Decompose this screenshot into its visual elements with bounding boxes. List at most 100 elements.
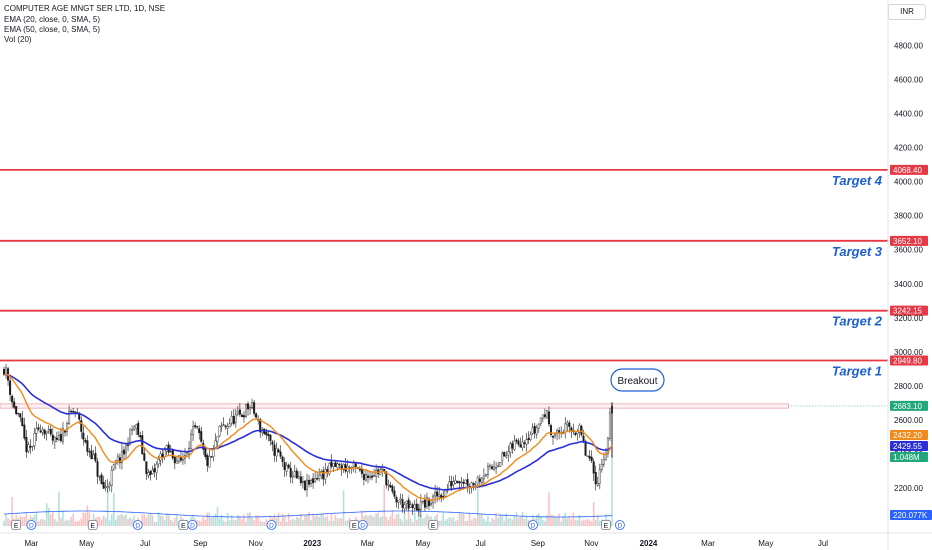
breakout-zone-box[interactable] — [0, 403, 789, 409]
volume-value-label: 1.048M — [893, 453, 920, 462]
volume-bar — [47, 507, 50, 526]
dividend-marker[interactable] — [187, 520, 198, 530]
volume-bar — [458, 512, 461, 526]
dividend-marker[interactable] — [528, 520, 538, 530]
candle-body — [608, 412, 611, 439]
candle-body — [273, 444, 276, 456]
last-price-label: 2683.10 — [893, 402, 922, 411]
dividend-marker[interactable] — [357, 520, 368, 530]
candle-body — [541, 414, 544, 419]
volume-bar — [342, 490, 345, 526]
candle-body — [295, 470, 298, 479]
volume-bar — [495, 512, 497, 526]
candle-body — [499, 462, 502, 467]
volume-bar — [277, 512, 280, 526]
candle-body — [214, 440, 217, 448]
candle-body — [464, 479, 467, 484]
volume-bar — [462, 513, 465, 526]
volume-bar — [440, 520, 442, 526]
candle-body — [259, 418, 262, 433]
candle-body — [116, 455, 119, 462]
volume-bar — [230, 514, 233, 526]
dividend-marker[interactable] — [266, 520, 277, 530]
volume-bar — [513, 516, 516, 526]
volume-bar — [37, 521, 40, 526]
earnings-marker[interactable] — [11, 520, 22, 530]
candle-body — [232, 415, 235, 424]
volume-legend[interactable]: Vol (20) — [4, 35, 32, 44]
candle-body — [529, 434, 532, 440]
candle-body — [143, 453, 146, 461]
candle-body — [98, 476, 101, 478]
dividend-marker-label: D — [618, 523, 623, 530]
breakout-callout[interactable] — [610, 368, 665, 392]
earnings-marker-label: E — [90, 523, 95, 530]
candle-body — [120, 451, 123, 463]
volume-bar — [511, 519, 514, 526]
candle-body — [385, 471, 388, 486]
volume-bar — [74, 521, 76, 526]
volume-bar — [558, 513, 560, 526]
volume-bar — [45, 503, 48, 526]
candle-body — [35, 428, 38, 434]
volume-bar — [257, 515, 259, 526]
earnings-marker[interactable] — [87, 520, 98, 530]
volume-bar — [33, 514, 36, 526]
earnings-marker[interactable] — [601, 520, 611, 530]
ema20-line — [3, 373, 613, 501]
volume-bar — [487, 516, 489, 526]
volume-bar — [413, 512, 416, 526]
volume-bar — [247, 513, 249, 526]
volume-bar — [68, 520, 70, 526]
candle-body — [23, 424, 26, 439]
volume-bar — [281, 513, 284, 526]
candle-body — [49, 428, 52, 435]
candle-body — [495, 466, 498, 469]
volume-bar — [560, 521, 562, 526]
volume-bar — [485, 521, 487, 526]
candle-body — [47, 429, 50, 432]
candle-body — [395, 497, 398, 503]
candle-body — [100, 474, 103, 485]
volume-bar — [371, 515, 373, 526]
ema-lines — [3, 373, 613, 501]
volume-bar — [23, 516, 26, 526]
target-price-tag — [890, 305, 928, 316]
dividend-marker[interactable] — [615, 520, 625, 530]
candle-body — [519, 444, 522, 448]
candle-body — [505, 455, 508, 458]
volume-bar — [125, 514, 127, 526]
dividend-marker[interactable] — [132, 520, 143, 530]
volume-bar — [519, 517, 522, 526]
volume-bar — [369, 514, 371, 526]
candle-body — [482, 475, 485, 480]
ema50-legend[interactable]: EMA (50, close, 0, SMA, 5) — [4, 25, 101, 34]
volume-bar — [596, 516, 599, 526]
ema20-legend[interactable]: EMA (20, close, 0, SMA, 5) — [4, 15, 101, 24]
dividend-marker-label: D — [269, 523, 274, 530]
candle-body — [434, 492, 437, 497]
candles — [3, 363, 614, 518]
x-tick-label: Mar — [24, 539, 38, 548]
volume-bar — [171, 521, 174, 526]
volume-bar — [521, 512, 524, 526]
candle-body — [9, 380, 12, 395]
candle-body — [366, 475, 369, 479]
dividend-marker[interactable] — [26, 520, 37, 530]
volume-bar — [588, 520, 591, 526]
volume-bar — [525, 517, 528, 526]
candle-body — [554, 434, 557, 437]
volume-bar — [261, 521, 264, 526]
price-axis: 2200.002400.002600.002800.003000.003200.… — [887, 0, 932, 550]
candle-body — [596, 483, 599, 486]
earnings-marker-label: E — [14, 523, 19, 530]
candle-body — [127, 444, 130, 447]
earnings-marker[interactable] — [428, 520, 439, 530]
candle-body — [371, 475, 374, 478]
x-tick-label: May — [415, 539, 430, 548]
volume-bar — [312, 513, 314, 526]
volume-bar — [255, 515, 257, 526]
volume-bar — [373, 516, 375, 526]
volume-bar — [501, 515, 503, 526]
